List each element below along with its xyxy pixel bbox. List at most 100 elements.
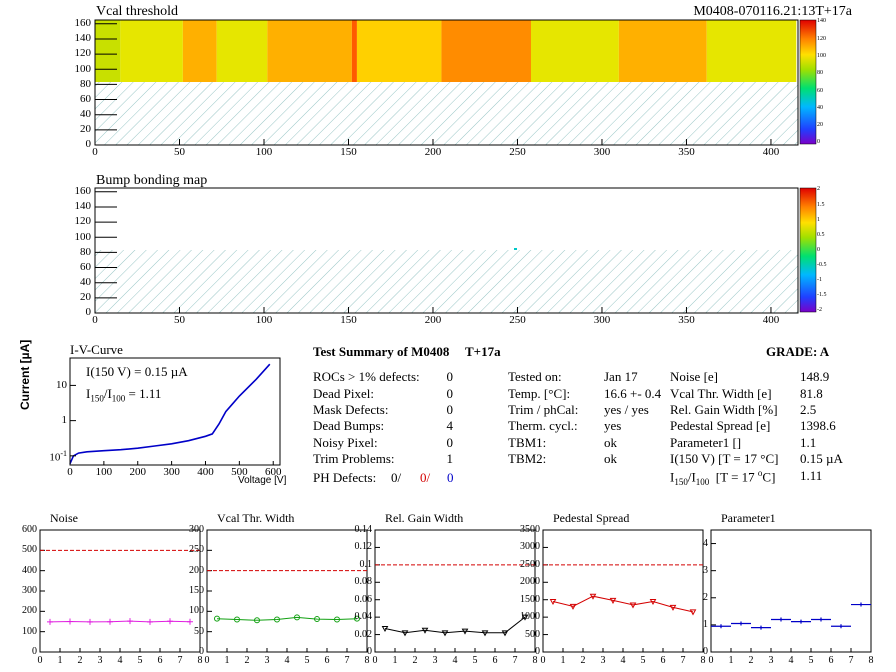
- chart-point: [167, 618, 173, 625]
- bump-scale-label: 0.5: [817, 231, 825, 238]
- chart-y-tick-label: 2: [703, 591, 708, 603]
- chart-x-tick-label: 5: [808, 655, 814, 666]
- chart-4: [710, 529, 872, 653]
- chart-point: [589, 593, 597, 600]
- chart-point: [521, 614, 529, 621]
- chart-x-tick-label: 8: [364, 655, 370, 666]
- ratio-sub2: 100: [111, 393, 126, 404]
- vcal-scale-label: 60: [817, 87, 823, 94]
- vcal-x-tick-label: 400: [762, 146, 780, 159]
- summary-mid-value: Jan 17: [604, 369, 638, 385]
- summary-ratio-value: 1.11: [800, 468, 823, 483]
- map-hatch-area: [95, 250, 798, 313]
- chart-point: [421, 627, 429, 634]
- chart-x-tick-label: 6: [492, 655, 498, 666]
- bump-y-tick-label: 0: [85, 306, 92, 319]
- map-column-0: [95, 20, 121, 82]
- map-column-7: [441, 20, 531, 82]
- map-column-4: [267, 20, 352, 82]
- chart-x-tick-label: 3: [432, 655, 438, 666]
- map-hatch-area: [95, 82, 798, 145]
- module-label: M0408-070116.21:13T+17a: [693, 4, 852, 19]
- chart-y-tick-label: 300: [22, 585, 37, 596]
- chart-x-tick-label: 3: [600, 655, 606, 666]
- bump-y-tick-label: 80: [80, 245, 91, 258]
- map-column-10: [706, 20, 797, 82]
- chart-point: [501, 630, 509, 637]
- map-frame: [94, 19, 799, 146]
- bump-y-tick-label: 20: [80, 291, 91, 304]
- chart-x-tick-label: 8: [532, 655, 538, 666]
- summary-left-value: 0: [446, 402, 454, 417]
- summary-right-label: Parameter1 []: [670, 434, 742, 450]
- chart-point: [254, 617, 260, 624]
- chart-x-tick-label: 2: [244, 655, 250, 666]
- per-roc-charts: [39, 529, 872, 653]
- chart-y-tick-label: 4: [703, 537, 708, 549]
- iv-x-tick-label: 100: [95, 466, 113, 479]
- chart-point: [811, 617, 831, 622]
- bump-scale-label: -1.5: [817, 292, 827, 299]
- chart-point: [234, 616, 240, 623]
- bump-y-tick-label: 60: [80, 260, 91, 273]
- summary-left-label: Trim Problems:: [313, 451, 395, 467]
- chart-y-tick-label: 500: [525, 628, 540, 640]
- chart-y-tick-label: 250: [189, 544, 204, 556]
- chart-x-tick-label: 5: [137, 655, 143, 666]
- summary-right-label: Noise [e]: [670, 369, 719, 385]
- chart-y-tick-label: 0.02: [354, 628, 373, 640]
- chart-y-tick-label: 200: [22, 605, 37, 617]
- bump-x-tick-label: 50: [173, 314, 185, 327]
- summary-mid-label: Temp. [°C]:: [508, 385, 571, 401]
- chart-title: Vcal Thr. Width: [217, 510, 295, 525]
- chart-series-line: [49, 620, 191, 623]
- chart-x-tick-label: 7: [177, 655, 183, 666]
- chart-y-tick-label: 0.08: [354, 576, 373, 588]
- summary-left-value: 0: [446, 434, 454, 450]
- chart-point: [127, 618, 133, 625]
- iv-current-label: I(150 V) = 0.15 µA: [86, 364, 188, 379]
- bump-map-title: Bump bonding map: [96, 173, 208, 188]
- chart-x-tick-label: 2: [748, 655, 754, 666]
- vcal-y-tick-label: 140: [74, 32, 92, 45]
- bump-y-tick-label: 40: [80, 276, 91, 289]
- chart-y-tick-label: 400: [22, 564, 37, 576]
- chart-title: Rel. Gain Width: [385, 510, 464, 525]
- iv-ratio-label: I150/I100 = 1.11: [86, 386, 161, 404]
- vcal-y-tick-label: 0: [85, 138, 92, 151]
- ph-defects-label: PH Defects:: [313, 470, 377, 485]
- bump-scale-label: -2: [817, 307, 822, 314]
- summary-right-label: Vcal Thr. Width [e]: [670, 385, 772, 401]
- summary-left-value: 1: [446, 451, 454, 467]
- chart-x-tick-label: 2: [412, 655, 418, 666]
- summary-right-label: I(150 V) [T = 17 °C]: [670, 451, 779, 467]
- summary-left-label: Dead Bumps:: [313, 418, 385, 434]
- iv-frame: [69, 357, 281, 466]
- chart-x-tick-label: 0: [37, 655, 43, 666]
- color-scale: [799, 19, 817, 145]
- chart-point: [354, 615, 360, 622]
- ph-defects-value-1: 0/: [391, 470, 402, 485]
- summary-mid-label: TBM2:: [508, 451, 547, 467]
- summary-mid-value: 16.6 +- 0.4: [604, 385, 662, 401]
- chart-y-tick-label: 0: [367, 646, 372, 657]
- vcal-y-tick-label: 60: [80, 92, 91, 105]
- bump-y-tick-label: 160: [74, 185, 92, 198]
- chart-y-tick-label: 0.14: [354, 524, 373, 535]
- chart-y-tick-label: 500: [22, 544, 37, 556]
- bump-scale-label: -0.5: [817, 262, 827, 269]
- chart-point: [381, 625, 389, 633]
- bump-scale-label: 1: [817, 216, 820, 223]
- chart-x-tick-label: 5: [304, 655, 310, 666]
- chart-point: [67, 618, 73, 625]
- chart-frame: [710, 529, 872, 653]
- ratio-sep: /I: [103, 386, 112, 401]
- map-columns: [95, 20, 797, 82]
- chart-series-line: [216, 616, 358, 621]
- iv-x-tick-label: 200: [129, 466, 146, 479]
- iv-curve-plot: [69, 357, 281, 466]
- summary-heading: Test Summary of M0408: [313, 344, 450, 359]
- vcal-x-tick-label: 150: [340, 146, 357, 159]
- chart-title: Pedestal Spread: [553, 510, 630, 525]
- map-column-2: [182, 20, 217, 82]
